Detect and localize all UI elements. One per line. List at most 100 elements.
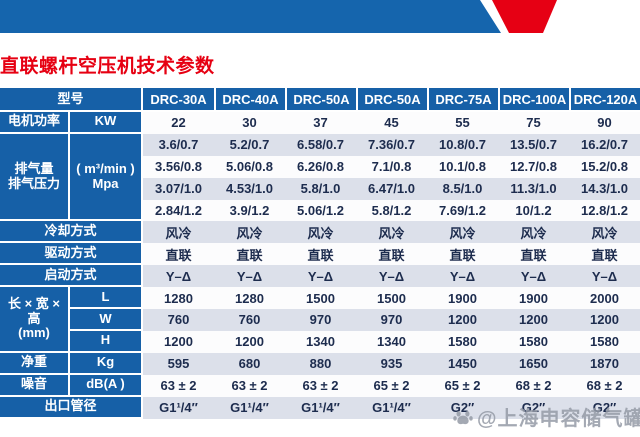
table-cell: 75: [526, 115, 541, 131]
model-column-header: DRC-100A: [498, 88, 569, 112]
table-cell: Y–Δ: [165, 268, 192, 284]
table-cell: 595: [167, 356, 190, 372]
table-cell: 68 ± 2: [515, 378, 552, 394]
banner-blue-shape: [0, 0, 501, 33]
model-column-header: DRC-40A: [214, 88, 285, 112]
drive-label: 驱动方式: [0, 243, 143, 266]
table-cell: 风冷: [236, 225, 263, 241]
dimensions-label: 长 × 宽 × 高 (mm): [0, 287, 70, 353]
table-cell: 16.2/0.7: [581, 137, 628, 153]
table-cell: 12.7/0.8: [510, 159, 557, 175]
table-cell: 1650: [519, 356, 548, 372]
table-cell: Y–Δ: [520, 268, 547, 284]
top-banner: [0, 0, 557, 33]
row-start: 启动方式 Y–Δ Y–Δ Y–Δ Y–Δ Y–Δ Y–Δ Y–Δ: [0, 265, 640, 288]
displacement-values-12: 2.84/1.2 3.9/1.2 5.06/1.2 5.8/1.2 7.69/1.2 10…: [143, 199, 640, 222]
table-cell: 15.2/0.8: [581, 159, 628, 175]
table-cell: 5.8/1.0: [300, 181, 341, 197]
banner-red-stripe: [492, 0, 557, 33]
watermark-text: @上海申容储气罐: [477, 408, 640, 430]
dim-values-h: 1200 1200 1340 1340 1580 1580 1580: [143, 330, 640, 353]
row-cooling: 冷却方式 风冷 风冷 风冷 风冷 风冷 风冷 风冷: [0, 221, 640, 244]
motor-power-unit: KW: [70, 112, 143, 134]
model-column-header: DRC-30A: [143, 88, 214, 112]
table-cell: G1¹/4″: [301, 400, 340, 416]
table-header-row: 型号 DRC-30A DRC-40A DRC-50A DRC-50A DRC-75A DR…: [0, 88, 640, 112]
table-cell: 1500: [377, 290, 406, 306]
table-cell: 4.53/1.0: [226, 181, 273, 197]
table-cell: 5.06/0.8: [226, 159, 273, 175]
model-header-label: 型号: [0, 88, 143, 112]
table-cell: 2.84/1.2: [155, 203, 202, 219]
start-label: 启动方式: [0, 265, 143, 288]
cooling-label: 冷却方式: [0, 221, 143, 244]
dim-values-w: 760 760 970 970 1200 1200 1200: [143, 309, 640, 331]
table-cell: 68 ± 2: [586, 378, 623, 394]
table-cell: G2″: [592, 400, 617, 416]
model-column-header: DRC-120A: [569, 88, 640, 112]
table-cell: 22: [171, 115, 186, 131]
table-cell: 970: [309, 312, 332, 328]
table-cell: 1450: [448, 356, 477, 372]
noise-label: 噪音: [0, 374, 70, 397]
paw-icon: [453, 410, 473, 424]
dimension-row-height: H 1200 1200 1340 1340 1580 1580 1580: [70, 330, 640, 353]
displacement-values-08: 3.56/0.8 5.06/0.8 6.26/0.8 7.1/0.8 10.1/0.8 1…: [143, 155, 640, 178]
table-cell: 880: [309, 356, 332, 372]
table-cell: 10/1.2: [515, 203, 552, 219]
row-weight: 净重 Kg 595 680 880 935 1450 1650 1870: [0, 352, 640, 375]
table-cell: 1200: [519, 312, 548, 328]
table-cell: Y–Δ: [307, 268, 334, 284]
table-cell: 直联: [520, 247, 547, 263]
table-cell: 风冷: [591, 225, 618, 241]
row-dimensions: 长 × 宽 × 高 (mm) L 1280 1280 1500 1500 1900 190…: [0, 287, 640, 353]
table-cell: 风冷: [307, 225, 334, 241]
table-cell: 1200: [164, 334, 193, 350]
table-cell: 风冷: [378, 225, 405, 241]
table-cell: Y–Δ: [591, 268, 618, 284]
table-cell: 3.6/0.7: [158, 137, 199, 153]
table-cell: 直联: [378, 247, 405, 263]
table-cell: 6.47/1.0: [368, 181, 415, 197]
noise-values: 63 ± 2 63 ± 2 63 ± 2 65 ± 2 65 ± 2 68 ± 2 68 ±…: [143, 374, 640, 397]
cooling-values: 风冷 风冷 风冷 风冷 风冷 风冷 风冷: [143, 221, 640, 244]
model-column-header: DRC-50A: [356, 88, 427, 112]
table-cell: G1¹/4″: [159, 400, 198, 416]
table-cell: 14.3/1.0: [581, 181, 628, 197]
displacement-values-10: 3.07/1.0 4.53/1.0 5.8/1.0 6.47/1.0 8.5/1.0 11…: [143, 177, 640, 200]
table-cell: 3.56/0.8: [155, 159, 202, 175]
table-cell: 直联: [307, 247, 334, 263]
table-cell: Y–Δ: [378, 268, 405, 284]
dimension-row-width: W 760 760 970 970 1200 1200 1200: [70, 309, 640, 331]
dim-values-l: 1280 1280 1500 1500 1900 1900 2000: [143, 287, 640, 310]
table-cell: 10.8/0.7: [439, 137, 486, 153]
table-cell: 直联: [236, 247, 263, 263]
page-title: 直联螺杆空压机技术参数: [0, 56, 215, 77]
table-cell: 风冷: [449, 225, 476, 241]
table-cell: 7.36/0.7: [368, 137, 415, 153]
table-cell: 90: [597, 115, 612, 131]
table-cell: 45: [384, 115, 399, 131]
table-cell: 7.1/0.8: [371, 159, 412, 175]
table-cell: 8.5/1.0: [442, 181, 483, 197]
table-cell: 5.2/0.7: [229, 137, 270, 153]
motor-power-values: 22 30 37 45 55 75 90: [143, 112, 640, 134]
table-cell: 1340: [377, 334, 406, 350]
dim-unit-l: L: [70, 287, 143, 310]
table-cell: G1¹/4″: [372, 400, 411, 416]
drive-values: 直联 直联 直联 直联 直联 直联 直联: [143, 243, 640, 266]
table-cell: 7.69/1.2: [439, 203, 486, 219]
table-cell: 6.26/0.8: [297, 159, 344, 175]
table-cell: 935: [380, 356, 403, 372]
table-cell: 1500: [306, 290, 335, 306]
displacement-unit: ( m³/min ) Mpa: [70, 133, 143, 222]
table-cell: 13.5/0.7: [510, 137, 557, 153]
displacement-values-07: 3.6/0.7 5.2/0.7 6.58/0.7 7.36/0.7 10.8/0.7 13…: [143, 133, 640, 156]
table-cell: 1580: [448, 334, 477, 350]
table-cell: 直联: [449, 247, 476, 263]
start-values: Y–Δ Y–Δ Y–Δ Y–Δ Y–Δ Y–Δ Y–Δ: [143, 265, 640, 288]
table-cell: 680: [238, 356, 261, 372]
table-cell: 63 ± 2: [160, 378, 197, 394]
row-noise: 噪音 dB(A ) 63 ± 2 63 ± 2 63 ± 2 65 ± 2 65 ± 2…: [0, 374, 640, 397]
dim-unit-w: W: [70, 309, 143, 331]
